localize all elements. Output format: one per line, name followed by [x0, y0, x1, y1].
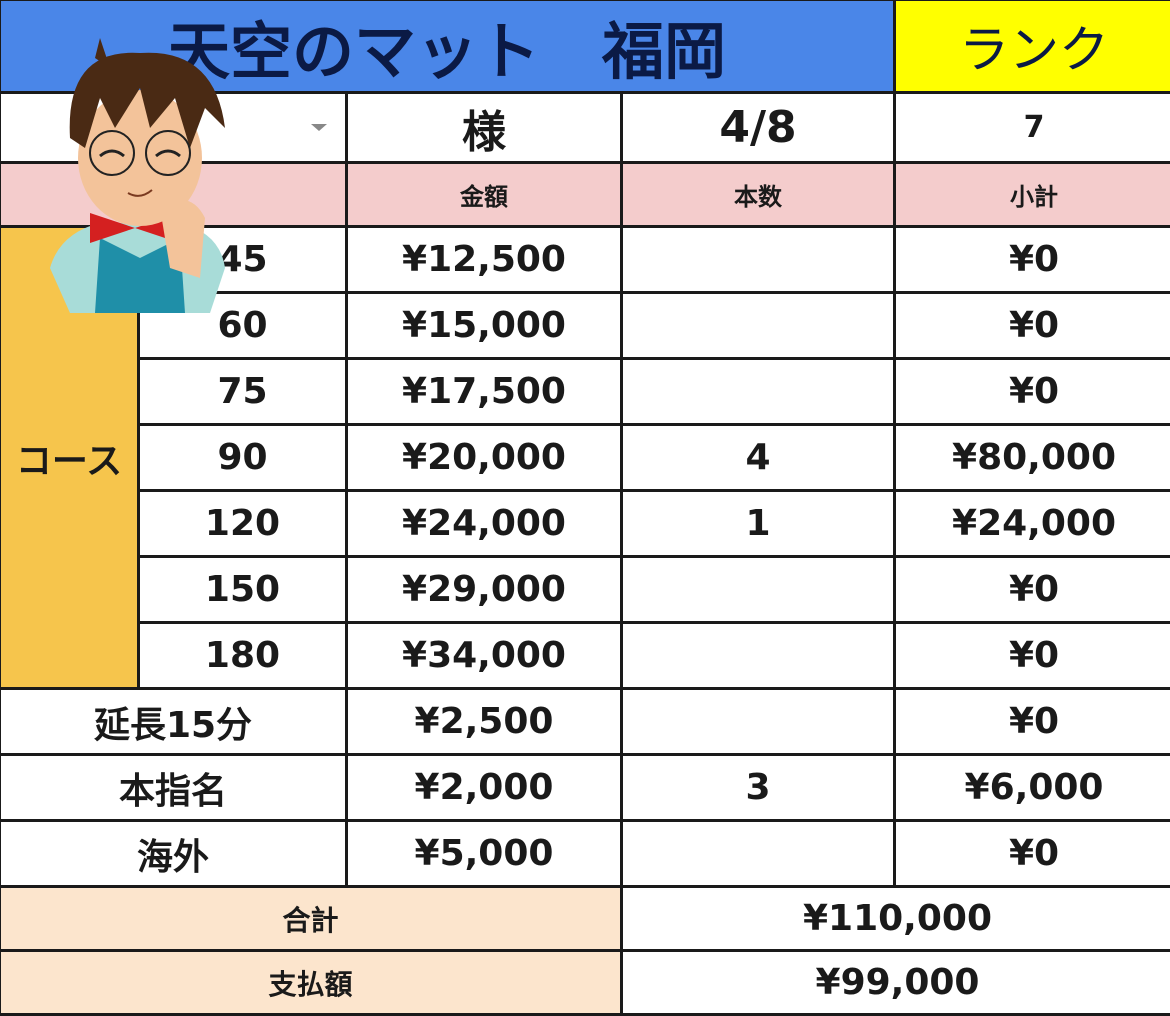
- course-price: ¥20,000: [347, 425, 622, 491]
- extra-subtotal: ¥0: [895, 821, 1170, 887]
- total-row: 合計¥110,000: [0, 887, 1170, 951]
- course-count[interactable]: [622, 293, 895, 359]
- honorific: 様: [347, 93, 622, 163]
- extra-price: ¥2,000: [347, 755, 622, 821]
- course-count[interactable]: 4: [622, 425, 895, 491]
- course-subtotal: ¥0: [895, 557, 1170, 623]
- course-subtotal: ¥0: [895, 227, 1170, 293]
- course-subtotal: ¥80,000: [895, 425, 1170, 491]
- extra-price: ¥2,500: [347, 689, 622, 755]
- extra-count[interactable]: [622, 821, 895, 887]
- course-price: ¥29,000: [347, 557, 622, 623]
- character-illustration: [40, 18, 240, 313]
- count-column-header: 本数: [622, 163, 895, 227]
- course-minutes: 180: [139, 623, 347, 689]
- course-row: 150¥29,000 ¥0: [0, 557, 1170, 623]
- paid-label: 支払額: [0, 951, 622, 1015]
- extra-label: 海外: [0, 821, 347, 887]
- course-count[interactable]: [622, 557, 895, 623]
- extra-subtotal: ¥6,000: [895, 755, 1170, 821]
- paid-value: ¥99,000: [622, 951, 1170, 1015]
- course-price: ¥34,000: [347, 623, 622, 689]
- rank-header: ランク: [895, 0, 1170, 93]
- course-minutes: 75: [139, 359, 347, 425]
- extra-price: ¥5,000: [347, 821, 622, 887]
- rank-value[interactable]: 7: [895, 93, 1170, 163]
- price-column-header: 金額: [347, 163, 622, 227]
- date[interactable]: 4/8: [622, 93, 895, 163]
- course-row: 180¥34,000 ¥0: [0, 623, 1170, 689]
- extra-subtotal: ¥0: [895, 689, 1170, 755]
- dropdown-arrow-icon[interactable]: [311, 124, 327, 131]
- course-price: ¥24,000: [347, 491, 622, 557]
- course-price: ¥17,500: [347, 359, 622, 425]
- extra-label: 本指名: [0, 755, 347, 821]
- total-label: 合計: [0, 887, 622, 951]
- extra-row: 延長15分¥2,500 ¥0: [0, 689, 1170, 755]
- course-count[interactable]: [622, 227, 895, 293]
- course-minutes: 150: [139, 557, 347, 623]
- course-minutes: 120: [139, 491, 347, 557]
- course-subtotal: ¥24,000: [895, 491, 1170, 557]
- extra-label: 延長15分: [0, 689, 347, 755]
- paid-row: 支払額¥99,000: [0, 951, 1170, 1015]
- subtotal-column-header: 小計: [895, 163, 1170, 227]
- course-price: ¥12,500: [347, 227, 622, 293]
- course-row: 75¥17,500 ¥0: [0, 359, 1170, 425]
- course-minutes: 90: [139, 425, 347, 491]
- course-count[interactable]: [622, 359, 895, 425]
- extra-row: 海外¥5,000 ¥0: [0, 821, 1170, 887]
- course-count[interactable]: [622, 623, 895, 689]
- course-count[interactable]: 1: [622, 491, 895, 557]
- extra-count[interactable]: 3: [622, 755, 895, 821]
- total-value: ¥110,000: [622, 887, 1170, 951]
- extra-count[interactable]: [622, 689, 895, 755]
- course-subtotal: ¥0: [895, 623, 1170, 689]
- course-price: ¥15,000: [347, 293, 622, 359]
- course-subtotal: ¥0: [895, 359, 1170, 425]
- course-subtotal: ¥0: [895, 293, 1170, 359]
